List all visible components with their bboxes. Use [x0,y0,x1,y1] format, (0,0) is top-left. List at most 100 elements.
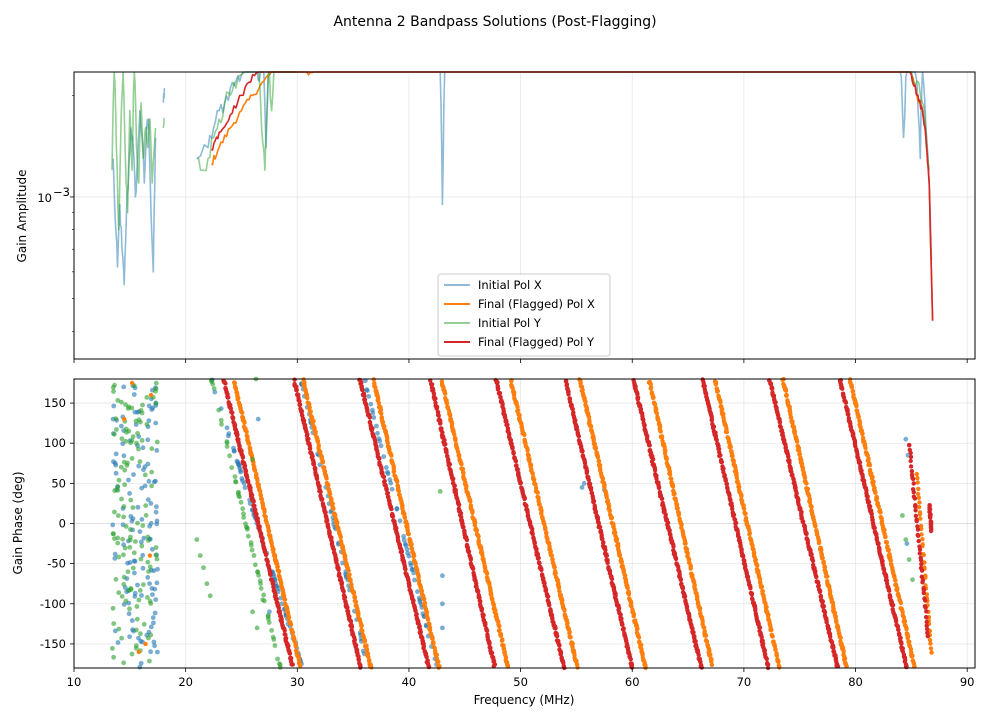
phase-point [656,485,662,491]
phase-point [709,662,715,667]
phase-point [830,600,836,605]
phase-point [884,540,890,545]
phase-point [910,653,915,659]
phase-point [763,601,768,606]
phase-point [731,512,737,517]
phase-point [318,489,323,494]
phase-point [921,590,926,596]
phase-point [524,503,529,509]
phase-point [233,479,239,485]
phase-point [571,410,576,415]
phase-point [364,388,370,393]
phase-point [153,552,159,558]
phase-point [591,499,597,504]
phase-point [367,419,373,425]
phase-point [673,556,679,562]
phase-point [597,524,603,530]
phase-point [238,499,244,505]
phase-point [111,621,117,626]
phase-point [468,557,473,562]
phase-point [327,491,333,497]
phase-extra-points [122,380,154,655]
phase-point [113,462,119,468]
phase-point [146,418,152,424]
phase-point [258,581,263,587]
phase-point [927,637,933,643]
phase-point [684,547,690,552]
phase-point [556,585,562,590]
phase-point [129,380,135,386]
phase-point [690,573,695,578]
phase-point [917,547,923,552]
phase-point [773,647,778,652]
phase-point [434,652,439,657]
phase-ticks: 10 20 30 40 50 60 70 80 90 -150 -100 -50 0 50 100 150 [40,396,975,689]
phase-point [515,404,520,410]
phase-x-tick-label: 40 [402,675,417,689]
phase-y-tick-label: 150 [44,396,66,410]
phase-point [153,401,159,406]
phase-point [137,459,143,464]
phase-point [128,514,134,519]
phase-x-tick-label: 90 [960,675,975,689]
phase-point [348,578,353,584]
phase-point [650,457,656,462]
phase-point [127,544,133,550]
phase-point [522,432,527,438]
phase-point [119,399,124,405]
phase-point [917,551,922,556]
phase-point [718,400,723,405]
phase-point [240,506,246,512]
phase-point [906,557,912,562]
phase-point [568,635,573,640]
phase-point [881,567,886,572]
phase-point [613,530,618,535]
phase-point [244,475,250,480]
phase-point [824,616,829,621]
phase-point [886,548,891,553]
phase-point [799,515,805,521]
phase-point [121,514,126,520]
phase-point [530,471,535,476]
phase-point [255,416,261,422]
phase-point [127,527,133,532]
legend-entry-label: Initial Pol Y [478,316,542,330]
phase-point [734,475,739,480]
phase-point [119,436,125,442]
phase-point [297,402,303,407]
phase-point [648,450,654,456]
phase-point [550,615,555,620]
phase-point [588,487,594,492]
phase-point [407,583,412,588]
phase-point [757,576,763,582]
phase-point [260,597,266,603]
phase-point [346,568,351,573]
phase-point [511,451,516,456]
phase-point [362,393,367,399]
phase-point [928,528,934,534]
phase-point [241,511,246,517]
phase-point [460,466,466,472]
phase-point [323,510,328,515]
phase-point [619,622,625,627]
phase-point [271,584,276,590]
phase-series [110,376,934,671]
phase-point [390,514,395,519]
phase-point [282,597,287,602]
phase-point [625,585,630,591]
phase-point [917,512,923,517]
phase-point [406,553,412,559]
phase-point [406,577,411,582]
phase-point [813,569,818,574]
phase-point [683,598,688,603]
phase-point [425,617,431,622]
phase-point [403,567,408,572]
phase-point [534,546,539,552]
phase-point [874,535,879,540]
phase-point [914,518,919,524]
phase-point [306,402,312,407]
phase-point [824,619,829,625]
phase-point [904,664,909,670]
phase-point [702,383,707,389]
phase-point [609,576,615,582]
